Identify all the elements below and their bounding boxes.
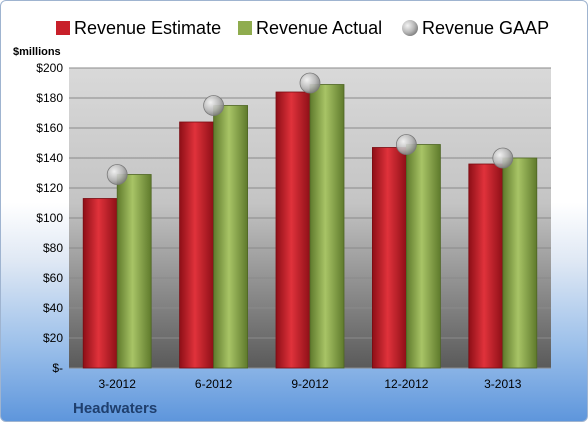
legend-marker-gaap: [402, 20, 418, 36]
legend-item-gaap: Revenue GAAP: [402, 18, 549, 38]
legend-label-actual: Revenue Actual: [256, 18, 382, 38]
legend-swatch-estimate: [56, 21, 70, 35]
gaap-marker: [492, 147, 514, 169]
bar-actual: [116, 174, 152, 369]
x-tick-label: 12-2012: [384, 377, 428, 391]
bar-actual: [213, 105, 249, 369]
legend-label-gaap: Revenue GAAP: [422, 18, 549, 38]
y-tick-label: $40: [43, 301, 63, 315]
x-tick-label: 3-2012: [99, 377, 137, 391]
y-tick-label: $120: [36, 181, 63, 195]
y-tick-label: $180: [36, 91, 63, 105]
bar-estimate: [275, 91, 311, 369]
gaap-marker: [203, 95, 225, 116]
bars: [82, 84, 538, 369]
legend-item-actual: Revenue Actual: [238, 18, 382, 38]
y-axis-unit-label: $millions: [13, 46, 61, 58]
x-tick-label: 3-2013: [484, 377, 522, 391]
y-tick-label: $160: [36, 121, 63, 135]
gaap-marker: [106, 164, 128, 185]
y-tick-label: $200: [36, 61, 63, 75]
gaap-marker: [299, 72, 321, 94]
bar-actual: [405, 144, 441, 369]
gaap-markers: [106, 72, 514, 185]
legend-swatch-actual: [238, 21, 252, 35]
y-tick-label: $140: [36, 151, 63, 165]
legend-item-estimate: Revenue Estimate: [56, 18, 221, 38]
y-tick-label: $80: [43, 241, 63, 255]
x-tick-label: 6-2012: [195, 377, 233, 391]
y-tick-label: $60: [43, 271, 63, 285]
bar-actual: [502, 157, 538, 369]
bar-actual: [309, 84, 345, 369]
bar-estimate: [371, 147, 407, 369]
gaap-marker: [395, 134, 417, 155]
bar-estimate: [468, 163, 504, 369]
x-tick-labels: 3-2012 6-2012 9-2012 12-2012 3-2013: [99, 377, 522, 391]
bar-estimate: [179, 121, 215, 369]
legend: Revenue Estimate Revenue Actual Revenue …: [56, 18, 549, 38]
x-tick-label: 9-2012: [291, 377, 329, 391]
y-tick-label: $-: [52, 361, 63, 375]
y-tick-label: $20: [43, 331, 63, 345]
legend-label-estimate: Revenue Estimate: [74, 18, 221, 38]
bar-estimate: [82, 198, 118, 369]
y-tick-label: $100: [36, 211, 63, 225]
company-name: Headwaters: [73, 400, 157, 417]
y-tick-labels: $- $20 $40 $60 $80 $100 $120 $140 $160 $180 $200: [36, 61, 63, 375]
